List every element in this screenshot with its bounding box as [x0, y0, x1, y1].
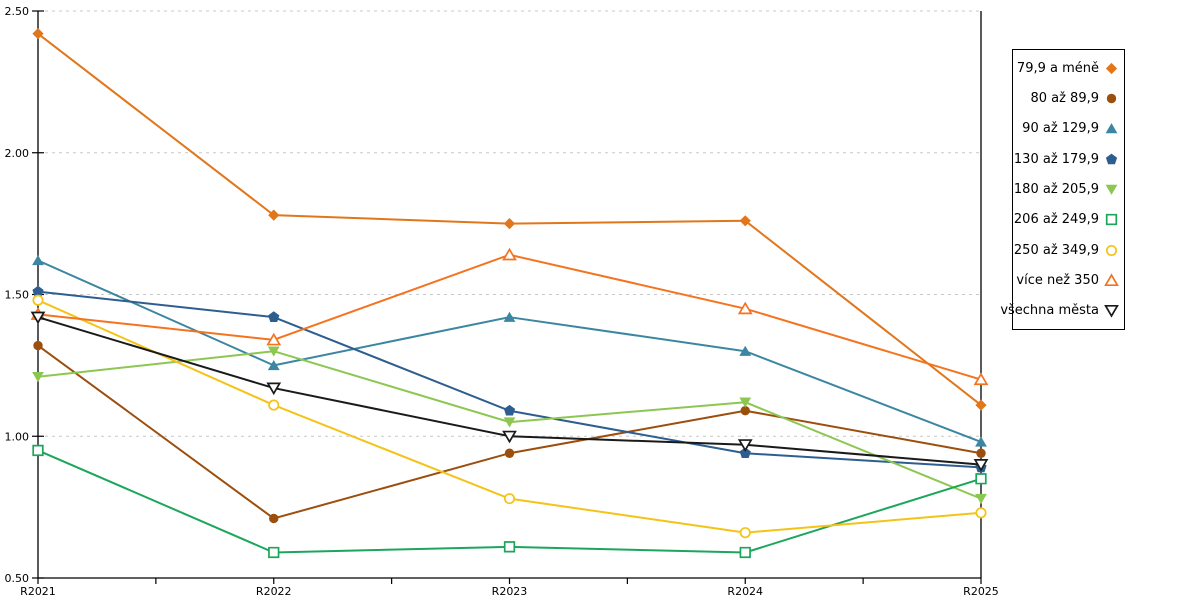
legend-label: 79,9 a méně — [1016, 60, 1099, 76]
data-point-marker — [1106, 93, 1117, 104]
legend-label: více než 350 — [1016, 272, 1099, 288]
series-8 — [30, 247, 989, 386]
series-4 — [32, 285, 987, 473]
data-point-marker — [975, 473, 987, 485]
data-point-marker — [975, 507, 987, 519]
x-tick-label: R2021 — [20, 585, 56, 598]
data-point-marker — [739, 397, 752, 408]
square-legend-icon — [1105, 214, 1118, 226]
y-tick-label: 2.50 — [5, 5, 30, 18]
data-point-marker — [975, 436, 987, 447]
legend-item: více než 350 — [1013, 273, 1124, 288]
data-point-marker — [504, 448, 515, 458]
data-point-marker — [1104, 273, 1119, 287]
data-point-marker — [1105, 244, 1118, 256]
data-point-marker — [503, 404, 516, 416]
series-1 — [32, 28, 987, 411]
legend-label: všechna města — [1000, 303, 1099, 319]
data-point-marker — [973, 372, 989, 386]
legend-item: 80 až 89,9 — [1013, 91, 1124, 106]
series-7 — [32, 294, 987, 539]
data-point-marker — [975, 493, 987, 505]
data-point-marker — [739, 345, 752, 356]
legend-item: 79,9 a méně — [1013, 61, 1124, 76]
data-point-marker — [267, 359, 280, 371]
data-point-marker — [267, 346, 280, 357]
triangle-up-legend-icon — [1105, 123, 1118, 134]
triangle-down-legend-icon — [1105, 184, 1118, 195]
data-point-marker — [503, 541, 516, 553]
data-point-marker — [32, 294, 44, 306]
data-point-marker — [1105, 62, 1118, 74]
data-point-marker — [976, 448, 986, 458]
pentagon-legend-icon — [1105, 153, 1118, 164]
data-point-marker — [737, 301, 753, 315]
data-point-marker — [32, 255, 44, 266]
series-6 — [32, 444, 987, 559]
data-point-marker — [503, 218, 516, 230]
data-point-marker — [30, 311, 46, 325]
data-point-marker — [1104, 305, 1119, 318]
data-point-marker — [973, 459, 989, 472]
data-point-marker — [268, 311, 280, 322]
data-point-marker — [503, 311, 516, 322]
data-point-marker — [502, 430, 517, 444]
triangle-down-legend-icon — [1104, 305, 1119, 318]
y-tick-label: 2.00 — [5, 147, 30, 160]
y-tick-label: 0.50 — [5, 572, 30, 585]
data-point-marker — [32, 372, 44, 383]
legend-item: 90 až 129,9 — [1013, 121, 1124, 136]
triangle-up-legend-icon — [1104, 273, 1119, 287]
legend-label: 130 až 179,9 — [1013, 151, 1099, 167]
legend-label: 250 až 349,9 — [1013, 242, 1099, 258]
data-point-marker — [1105, 214, 1118, 226]
data-point-marker — [739, 546, 751, 559]
data-point-marker — [739, 447, 751, 459]
y-tick-label: 1.50 — [5, 289, 30, 302]
legend-label: 180 až 205,9 — [1013, 181, 1099, 197]
data-point-marker — [739, 527, 751, 539]
data-point-marker — [503, 493, 516, 505]
data-point-marker — [269, 513, 279, 524]
data-point-marker — [266, 382, 282, 396]
x-tick-label: R2023 — [492, 585, 528, 598]
x-tick-label: R2025 — [963, 585, 999, 598]
legend-item: všechna města — [1000, 303, 1124, 318]
circle-legend-icon — [1105, 244, 1118, 256]
data-point-marker — [502, 247, 517, 261]
legend-item: 206 až 249,9 — [1013, 212, 1124, 227]
x-tick-label: R2022 — [256, 585, 292, 598]
data-point-marker — [33, 340, 43, 351]
series-5 — [32, 346, 987, 505]
data-point-marker — [32, 285, 44, 297]
data-point-marker — [32, 444, 44, 457]
data-point-marker — [503, 417, 516, 428]
diamond-legend-icon — [1105, 62, 1118, 74]
data-point-marker — [740, 406, 750, 416]
data-point-marker — [268, 546, 280, 559]
legend-label: 206 až 249,9 — [1013, 212, 1099, 228]
legend-item: 180 až 205,9 — [1013, 182, 1124, 197]
data-point-marker — [1105, 123, 1118, 134]
data-point-marker — [1105, 153, 1118, 164]
data-point-marker — [268, 399, 280, 411]
y-tick-label: 1.00 — [5, 430, 30, 443]
legend-item: 250 až 349,9 — [1013, 243, 1124, 258]
legend-item: 130 až 179,9 — [1013, 152, 1124, 167]
legend-label: 80 až 89,9 — [1030, 90, 1099, 106]
data-point-marker — [975, 399, 987, 411]
circle-legend-icon — [1106, 93, 1117, 104]
series-2 — [33, 340, 986, 524]
data-point-marker — [266, 332, 282, 346]
x-tick-label: R2024 — [727, 585, 763, 598]
data-point-marker — [268, 209, 280, 221]
legend: 79,9 a méně 80 až 89,9 90 až 129,9 130 až 1… — [1000, 49, 1125, 330]
data-point-marker — [737, 439, 753, 452]
data-point-marker — [739, 215, 751, 227]
series-9 — [30, 311, 989, 472]
legend-label: 90 až 129,9 — [1022, 121, 1099, 137]
data-point-marker — [1105, 184, 1118, 195]
